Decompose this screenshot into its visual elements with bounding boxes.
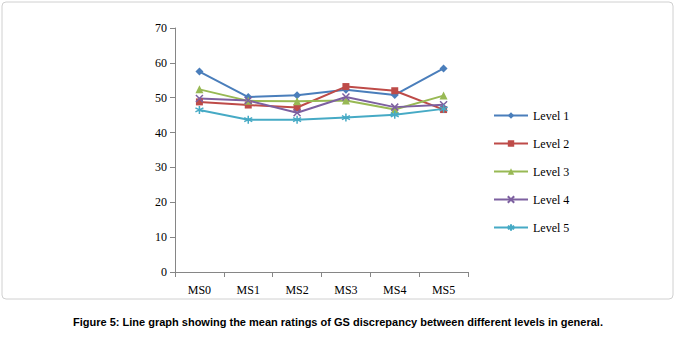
svg-text:MS2: MS2: [285, 283, 308, 297]
svg-text:Level 1: Level 1: [533, 109, 569, 123]
svg-text:40: 40: [155, 126, 167, 140]
svg-text:50: 50: [155, 91, 167, 105]
svg-text:10: 10: [155, 230, 167, 244]
svg-text:20: 20: [155, 195, 167, 209]
svg-text:Figure 5:: Figure 5:: [73, 316, 119, 328]
svg-text:Level 2: Level 2: [533, 137, 569, 151]
svg-text:MS0: MS0: [188, 283, 211, 297]
svg-text:70: 70: [155, 21, 167, 35]
svg-text:MS3: MS3: [334, 283, 357, 297]
svg-text:60: 60: [155, 56, 167, 70]
svg-text:Level 3: Level 3: [533, 165, 569, 179]
svg-text:Level 4: Level 4: [533, 193, 569, 207]
svg-text:Level 5: Level 5: [533, 221, 569, 235]
svg-text:30: 30: [155, 160, 167, 174]
svg-text:MS1: MS1: [237, 283, 260, 297]
svg-text:Line graph showing the mean ra: Line graph showing the mean ratings of G…: [119, 316, 603, 328]
svg-text:MS4: MS4: [383, 283, 406, 297]
svg-text:MS5: MS5: [432, 283, 455, 297]
svg-text:0: 0: [161, 265, 167, 279]
